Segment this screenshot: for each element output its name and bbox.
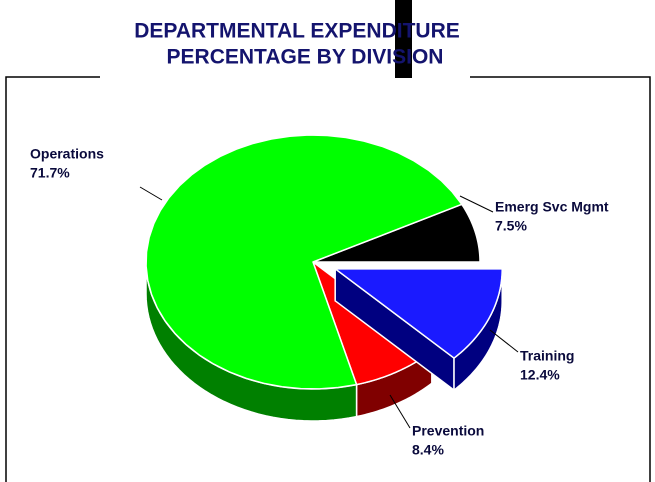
value-label: 12.4% [520,367,560,383]
frame [5,76,100,482]
slice-label: Training [520,348,574,364]
frame [470,76,651,482]
value-label: 7.5% [495,218,527,234]
value-label: 71.7% [30,165,70,181]
chart-title: PERCENTAGE BY DIVISION [167,46,444,69]
slice [145,134,463,390]
chart-title: DEPARTMENTAL EXPENDITURE [134,20,460,43]
slice-label: Operations [30,146,104,162]
slice-label: Emerg Svc Mgmt [495,199,609,215]
leader-line [139,186,163,201]
slice-label: Prevention [412,423,484,439]
frame-bar [395,0,412,78]
leader-line [389,394,411,429]
leader-line [489,329,519,353]
slice [334,268,503,359]
value-label: 8.4% [412,442,444,458]
slice [312,203,481,263]
leader-line [459,195,494,213]
